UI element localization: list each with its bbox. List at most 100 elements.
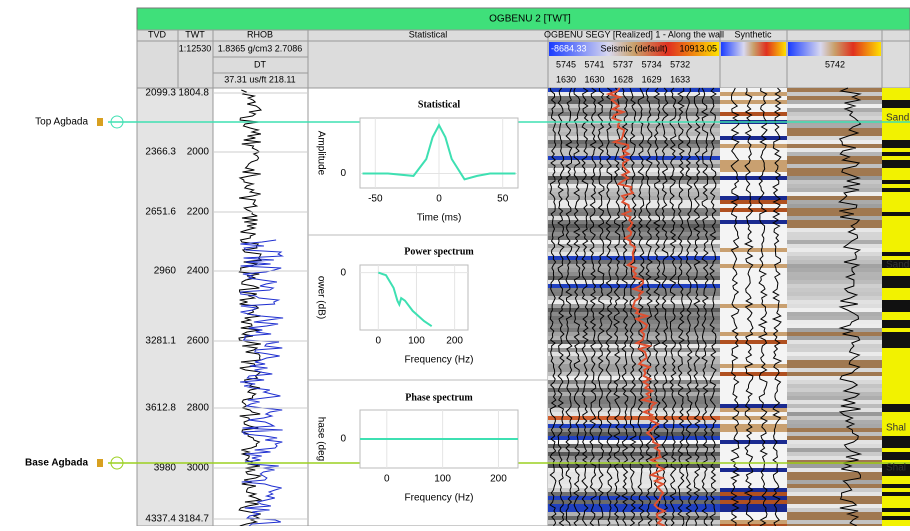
seismic-band (787, 224, 882, 228)
facies-band (882, 372, 910, 376)
chart-title: Statistical (418, 99, 460, 110)
twt-label: 2400 (187, 266, 210, 277)
facies-band (882, 492, 910, 496)
seismic-band (548, 220, 720, 224)
facies-band (882, 136, 910, 140)
facies-band (882, 176, 910, 180)
facies-label: Shal (886, 423, 906, 434)
seismic-band (548, 412, 720, 416)
facies-band (882, 452, 910, 456)
seismic-band (787, 492, 882, 496)
trace-number: 5742 (825, 59, 845, 69)
seismic-band (787, 356, 882, 360)
seismic-band (787, 336, 882, 340)
x-tick-label: 200 (490, 474, 507, 485)
seismic-band (787, 352, 882, 356)
seismic-band (787, 200, 882, 204)
x-tick-label: 0 (376, 336, 382, 347)
seismic-band (548, 396, 720, 400)
tvd-label: 2960 (154, 266, 177, 277)
synthetic-band (720, 520, 787, 524)
seismic-band (787, 212, 882, 216)
synthetic-band (720, 476, 787, 480)
seismic-band (787, 376, 882, 380)
facies-band (882, 512, 910, 516)
seismic-band (787, 100, 882, 104)
facies-band (882, 228, 910, 232)
trace-twt: 1630 1630 1628 1629 1633 (556, 74, 690, 84)
facies-band (882, 516, 910, 520)
seismic-band (787, 112, 882, 116)
facies-band (882, 368, 910, 372)
seismic-band (787, 276, 882, 280)
seismic-band (548, 348, 720, 352)
colorbar (788, 42, 881, 56)
seismic-band (787, 476, 882, 480)
facies-band (882, 380, 910, 384)
tvd-label: 3281.1 (145, 336, 176, 347)
facies-band (882, 128, 910, 132)
seismic-band (787, 192, 882, 196)
facies-band (882, 180, 910, 184)
seismic-band (787, 400, 882, 404)
seismic-band (787, 340, 882, 344)
tvd-label: 2651.6 (145, 207, 176, 218)
seismic-band (787, 316, 882, 320)
facies-band (882, 336, 910, 340)
facies-band (882, 240, 910, 244)
synthetic-band (720, 352, 787, 356)
seismic-band (787, 388, 882, 392)
facies-band (882, 496, 910, 500)
seismic-band (787, 140, 882, 144)
seismic-band (787, 236, 882, 240)
seismic-band (787, 312, 882, 316)
seismic-band (548, 408, 720, 412)
facies-band (882, 320, 910, 324)
twt-label: 3000 (187, 463, 210, 474)
facies-band (882, 340, 910, 344)
seismic-band (787, 196, 882, 200)
seismic-band (548, 124, 720, 128)
synthetic-band (720, 300, 787, 304)
facies-band (882, 284, 910, 288)
rhob-range: 1.8365 g/cm3 2.7086 (218, 43, 303, 53)
seismic-band (787, 168, 882, 172)
facies-band (882, 192, 910, 196)
facies-band (882, 292, 910, 296)
seismic-band (787, 280, 882, 284)
facies-band (882, 352, 910, 356)
facies-band (882, 248, 910, 252)
facies-band (882, 244, 910, 248)
seismic-band (787, 344, 882, 348)
facies-band (882, 204, 910, 208)
seismic-band (787, 472, 882, 476)
facies-band (882, 140, 910, 144)
twt-label: 2000 (187, 147, 210, 158)
synthetic-header: Synthetic (734, 29, 772, 39)
synthetic-band (720, 376, 787, 380)
facies-band (882, 444, 910, 448)
seismic-band (787, 264, 882, 268)
facies-band (882, 360, 910, 364)
tvd-label: 3980 (154, 463, 177, 474)
seismic-band (787, 488, 882, 492)
facies-band (882, 304, 910, 308)
x-tick-label: -50 (368, 194, 383, 205)
seismic-band (787, 180, 882, 184)
facies-band (882, 252, 910, 256)
x-axis-label: Frequency (Hz) (405, 493, 474, 504)
facies-band (882, 104, 910, 108)
seismic-band (787, 328, 882, 332)
facies-band (882, 296, 910, 300)
well-section: OGBENU 2 [TWT] TVD TWT 1:12530 RHOB 1.83… (0, 0, 910, 526)
seismic-band (787, 428, 882, 432)
facies-band (882, 364, 910, 368)
seismic-band (787, 348, 882, 352)
synthetic-band (720, 304, 787, 308)
seismic-band (787, 220, 882, 224)
y-tick-label: 0 (340, 168, 346, 179)
facies-band (882, 156, 910, 160)
facies-band (882, 168, 910, 172)
seismic-band (787, 96, 882, 100)
facies-band (882, 188, 910, 192)
